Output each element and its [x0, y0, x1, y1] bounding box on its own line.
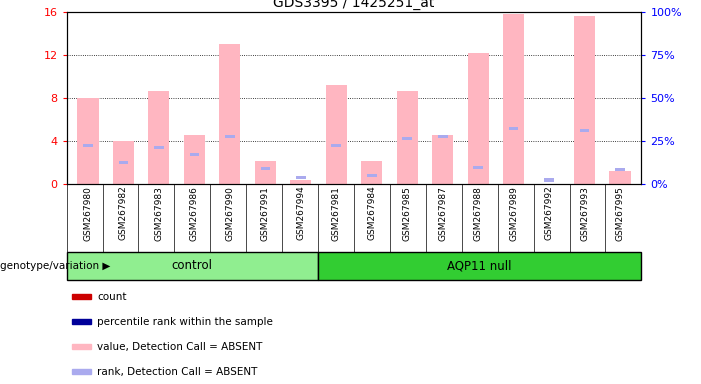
Bar: [72, 294, 91, 300]
Bar: [332, 144, 341, 147]
Text: genotype/variation ▶: genotype/variation ▶: [0, 261, 110, 271]
Text: count: count: [97, 291, 127, 302]
Bar: [154, 146, 163, 149]
Bar: [397, 91, 418, 184]
Bar: [468, 53, 489, 184]
Bar: [609, 171, 631, 184]
Bar: [503, 14, 524, 184]
Bar: [184, 135, 205, 184]
Bar: [361, 161, 382, 184]
Bar: [473, 166, 483, 169]
Text: AQP11 null: AQP11 null: [447, 260, 512, 272]
Bar: [189, 152, 199, 156]
Text: rank, Detection Call = ABSENT: rank, Detection Call = ABSENT: [97, 366, 257, 377]
Bar: [254, 161, 276, 184]
Bar: [118, 161, 128, 164]
Text: control: control: [172, 260, 213, 272]
Bar: [615, 168, 625, 171]
Bar: [432, 135, 454, 184]
Bar: [326, 85, 347, 184]
Bar: [72, 369, 91, 374]
Bar: [219, 44, 240, 184]
Text: value, Detection Call = ABSENT: value, Detection Call = ABSENT: [97, 341, 262, 352]
FancyBboxPatch shape: [67, 252, 318, 280]
Bar: [148, 91, 170, 184]
Bar: [545, 179, 554, 182]
Bar: [77, 98, 99, 184]
Title: GDS3395 / 1425251_at: GDS3395 / 1425251_at: [273, 0, 435, 10]
Bar: [83, 144, 93, 147]
Bar: [296, 176, 306, 179]
Bar: [574, 16, 595, 184]
Bar: [580, 129, 590, 132]
Bar: [509, 127, 519, 130]
Text: percentile rank within the sample: percentile rank within the sample: [97, 316, 273, 327]
Bar: [72, 319, 91, 324]
Bar: [367, 174, 376, 177]
Bar: [72, 344, 91, 349]
Bar: [261, 167, 270, 170]
Bar: [402, 137, 412, 141]
Bar: [438, 135, 447, 138]
Bar: [225, 135, 235, 138]
Bar: [113, 141, 134, 184]
FancyBboxPatch shape: [318, 252, 641, 280]
Bar: [290, 180, 311, 184]
